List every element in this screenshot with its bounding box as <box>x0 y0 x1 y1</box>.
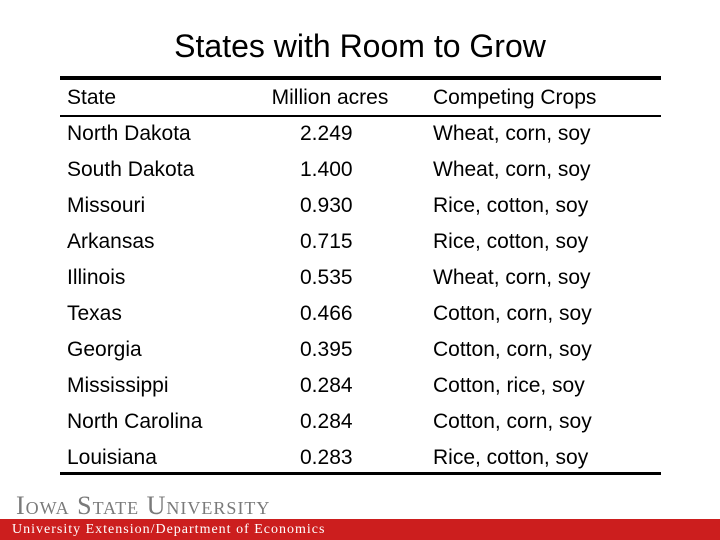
state-cell: Louisiana <box>67 446 157 469</box>
states-table: State Million acres Competing Crops Nort… <box>60 80 661 476</box>
acres-cell: 0.466 <box>300 302 353 325</box>
header-competing-crops: Competing Crops <box>433 86 597 109</box>
table-bottom-rule <box>60 472 661 475</box>
state-cell: Missouri <box>67 194 146 217</box>
footer-department-band <box>0 519 720 540</box>
iowa-state-university-logo: Iowa State University <box>16 491 271 520</box>
slide-title: States with Room to Grow <box>174 28 546 64</box>
acres-cell: 2.249 <box>300 122 353 145</box>
table-row: Arkansas 0.715 Rice, cotton, soy <box>60 224 661 260</box>
acres-cell: 1.400 <box>300 158 353 181</box>
acres-cell: 0.535 <box>300 266 353 289</box>
state-cell: Arkansas <box>67 230 155 253</box>
state-cell: South Dakota <box>67 158 195 181</box>
state-cell: Texas <box>67 302 122 325</box>
crops-cell: Cotton, corn, soy <box>433 338 592 361</box>
table-row: Missouri 0.930 Rice, cotton, soy <box>60 188 661 224</box>
crops-cell: Rice, cotton, soy <box>433 230 589 253</box>
table-row: North Dakota 2.249 Wheat, corn, soy <box>60 116 661 152</box>
footer-brand-band <box>0 488 720 514</box>
table-row: Texas 0.466 Cotton, corn, soy <box>60 296 661 332</box>
acres-cell: 0.930 <box>300 194 353 217</box>
state-cell: Illinois <box>67 266 126 289</box>
acres-cell: 0.395 <box>300 338 353 361</box>
table-row: Mississippi 0.284 Cotton, rice, soy <box>60 368 661 404</box>
crops-cell: Wheat, corn, soy <box>433 266 591 289</box>
table-row: North Carolina 0.284 Cotton, corn, soy <box>60 404 661 440</box>
crops-cell: Cotton, corn, soy <box>433 302 592 325</box>
state-cell: North Dakota <box>67 122 191 145</box>
crops-cell: Wheat, corn, soy <box>433 122 591 145</box>
crops-cell: Wheat, corn, soy <box>433 158 591 181</box>
header-million-acres: Million acres <box>271 86 389 109</box>
table-row: Illinois 0.535 Wheat, corn, soy <box>60 260 661 296</box>
state-cell: Mississippi <box>67 374 169 397</box>
acres-cell: 0.283 <box>300 446 353 469</box>
acres-cell: 0.715 <box>300 230 353 253</box>
table-header-rule <box>60 115 661 117</box>
crops-cell: Cotton, rice, soy <box>433 374 585 397</box>
acres-cell: 0.284 <box>300 374 353 397</box>
table-row: Georgia 0.395 Cotton, corn, soy <box>60 332 661 368</box>
crops-cell: Cotton, corn, soy <box>433 410 592 433</box>
table-row: South Dakota 1.400 Wheat, corn, soy <box>60 152 661 188</box>
table-body: North Dakota 2.249 Wheat, corn, soy South D… <box>60 116 661 476</box>
crops-cell: Rice, cotton, soy <box>433 194 589 217</box>
table-top-rule <box>60 76 661 80</box>
acres-cell: 0.284 <box>300 410 353 433</box>
state-cell: North Carolina <box>67 410 203 433</box>
header-state: State <box>67 86 117 109</box>
table-row: Louisiana 0.283 Rice, cotton, soy <box>60 440 661 476</box>
state-cell: Georgia <box>67 338 142 361</box>
table-header-row: State Million acres Competing Crops <box>60 80 661 116</box>
crops-cell: Rice, cotton, soy <box>433 446 589 469</box>
department-text: University Extension/Department of Econo… <box>12 522 326 537</box>
